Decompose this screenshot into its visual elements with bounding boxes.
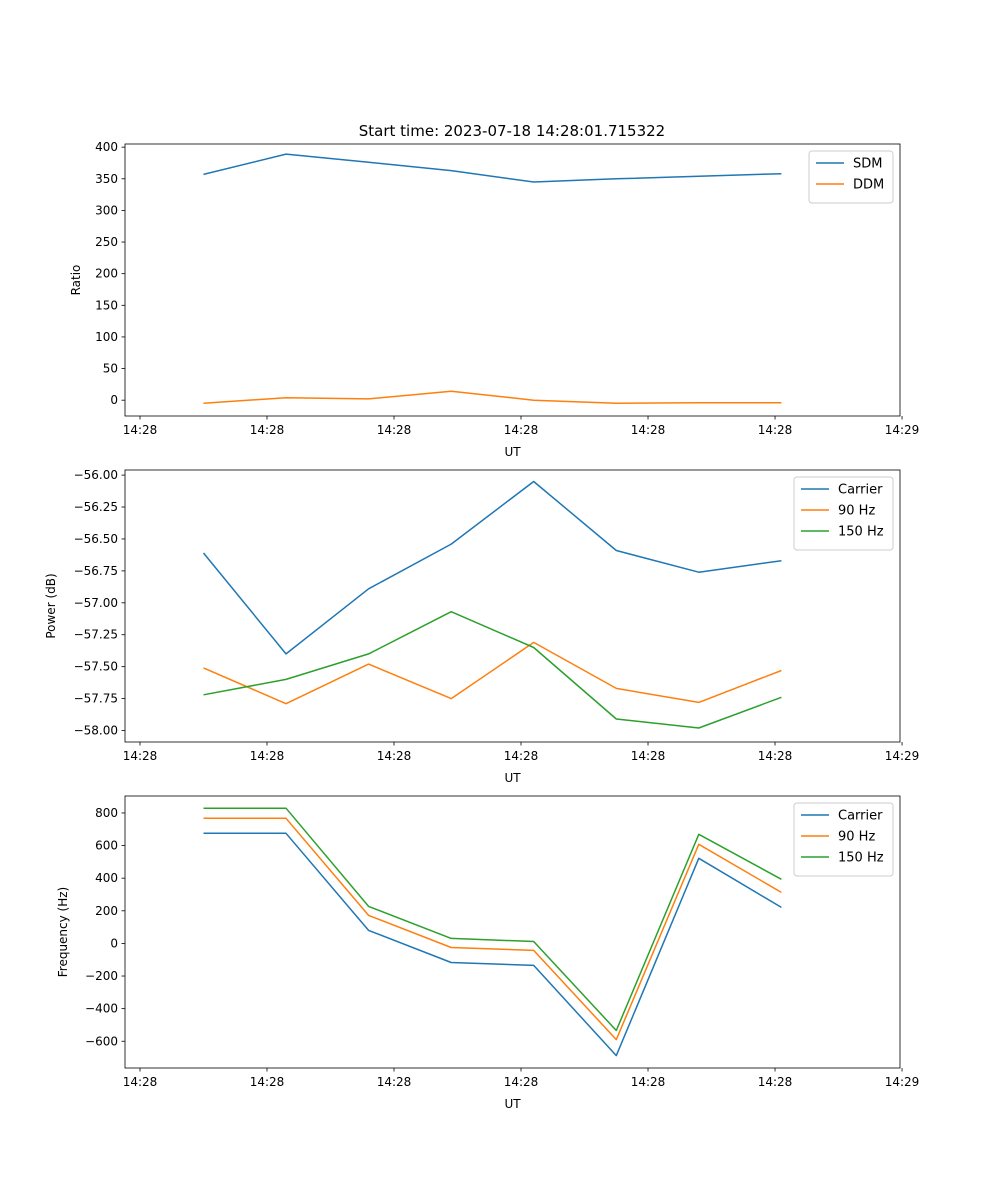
y-tick-label: −400 (85, 1002, 118, 1016)
axes-frame (124, 143, 901, 417)
subplot-2: 14:28 14:28 14:28 14:28 14:28 14:28 14:29 −58.0… (44, 468, 919, 785)
series-line-90-hz (203, 641, 782, 705)
y-tick-label: 150 (95, 298, 118, 312)
y-tick-label: −56.75 (74, 564, 118, 578)
legend: SDM DDM (808, 150, 894, 204)
y-tick-label: −57.75 (74, 692, 118, 706)
x-tick-label: 14:28 (631, 749, 666, 763)
y-axis-label: Frequency (Hz) (56, 887, 70, 978)
y-tick-label: 350 (95, 172, 118, 186)
x-tick-label: 14:28 (123, 749, 158, 763)
y-tick-label: 100 (95, 330, 118, 344)
y-tick-label: −56.00 (74, 468, 118, 482)
x-tick-label: 14:29 (885, 423, 920, 437)
y-axis-label: Power (dB) (44, 573, 58, 638)
x-tick-label: 14:29 (885, 749, 920, 763)
x-tick-label: 14:28 (631, 1075, 666, 1089)
axes-frame (124, 795, 901, 1069)
figure-title: Start time: 2023-07-18 14:28:01.715322 (359, 122, 665, 140)
legend-label: 150 Hz (838, 525, 884, 540)
y-axis-label: Ratio (69, 265, 83, 296)
legend-label: 90 Hz (838, 504, 875, 519)
y-tick-label: −600 (85, 1034, 118, 1048)
series-line-carrier (202, 480, 782, 655)
y-tick-label: 50 (103, 362, 118, 376)
x-tick-label: 14:28 (250, 423, 285, 437)
x-tick-label: 14:28 (504, 423, 539, 437)
x-tick-label: 14:28 (504, 749, 539, 763)
y-tick-label: 250 (95, 235, 118, 249)
x-tick-label: 14:28 (377, 1075, 412, 1089)
x-tick-label: 14:28 (123, 423, 158, 437)
legend-label: 150 Hz (838, 851, 884, 866)
y-tick-label: −57.25 (74, 628, 118, 642)
y-tick-label: 200 (95, 904, 118, 918)
y-tick-label: −57.00 (74, 596, 118, 610)
x-tick-label: 14:28 (758, 1075, 793, 1089)
x-axis-label: UT (504, 445, 521, 459)
legend-label: Carrier (838, 809, 883, 824)
y-tick-label: −56.50 (74, 532, 118, 546)
y-tick-label: −58.00 (74, 724, 118, 738)
y-tick-label: 300 (95, 203, 118, 217)
y-tick-label: 0 (110, 936, 118, 950)
y-tick-label: −56.25 (74, 500, 118, 514)
x-axis-label: UT (504, 771, 521, 785)
x-axis-label: UT (504, 1097, 521, 1111)
subplot-3: 14:28 14:28 14:28 14:28 14:28 14:28 14:29 −600 −… (56, 795, 920, 1111)
series-line-90-hz (203, 817, 782, 1041)
x-tick-label: 14:28 (504, 1075, 539, 1089)
legend: Carrier 90 Hz 150 Hz (793, 476, 894, 551)
x-tick-label: 14:28 (250, 749, 285, 763)
legend-label: Carrier (838, 483, 883, 498)
y-tick-label: 800 (95, 806, 118, 820)
legend-label: 90 Hz (838, 830, 875, 845)
legend-label: SDM (853, 157, 882, 172)
y-tick-label: −57.50 (74, 660, 118, 674)
x-tick-label: 14:28 (377, 423, 412, 437)
y-tick-label: 200 (95, 267, 118, 281)
y-tick-label: 600 (95, 839, 118, 853)
series-line-ddm (203, 390, 782, 405)
series-line-150-hz (203, 807, 782, 1032)
legend-label: DDM (853, 178, 884, 193)
x-tick-label: 14:28 (250, 1075, 285, 1089)
y-tick-label: 400 (95, 140, 118, 154)
series-line-carrier (203, 832, 782, 1057)
x-tick-label: 14:29 (885, 1075, 920, 1089)
series-line-sdm (203, 153, 782, 183)
legend: Carrier 90 Hz 150 Hz (793, 802, 894, 877)
x-tick-label: 14:28 (123, 1075, 158, 1089)
y-tick-label: 0 (110, 393, 118, 407)
x-tick-label: 14:28 (758, 749, 793, 763)
axes-frame (124, 469, 901, 743)
series-line-150-hz (203, 610, 782, 729)
y-tick-label: −200 (85, 969, 118, 983)
x-tick-label: 14:28 (631, 423, 666, 437)
y-tick-label: 400 (95, 871, 118, 885)
legend-box (808, 150, 894, 204)
x-tick-label: 14:28 (377, 749, 412, 763)
subplot-1: 14:28 14:28 14:28 14:28 14:28 14:28 14:29 0 50 10… (69, 140, 919, 459)
x-tick-label: 14:28 (758, 423, 793, 437)
